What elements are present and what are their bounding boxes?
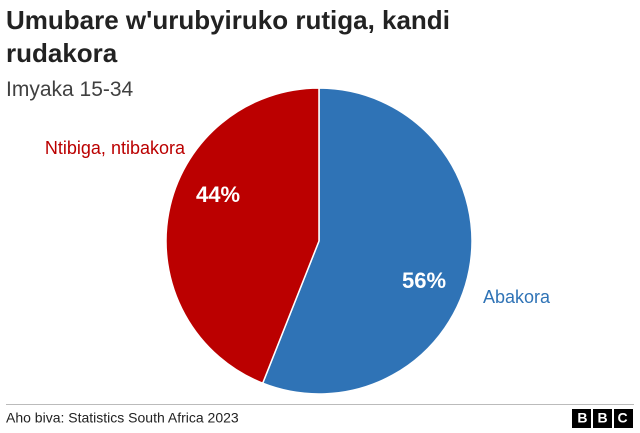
data-label: 56% — [402, 268, 446, 293]
source: Aho biva: Statistics South Africa 2023 — [6, 410, 239, 426]
slice-name: Abakora — [483, 287, 551, 307]
logo: BBC — [577, 410, 637, 426]
chart-subtitle: Imyaka 15-34 — [6, 78, 134, 101]
logo-box — [572, 409, 591, 428]
logo-box — [614, 409, 633, 428]
slice-name: Ntibiga, ntibakora — [45, 138, 186, 158]
pie-slice — [261, 87, 473, 395]
data-label: 44% — [196, 182, 240, 207]
chart-title: Umubare w'urubyiruko rutiga, kandi rudak… — [6, 5, 450, 68]
logo-box — [593, 409, 612, 428]
pie-slice — [165, 87, 320, 385]
